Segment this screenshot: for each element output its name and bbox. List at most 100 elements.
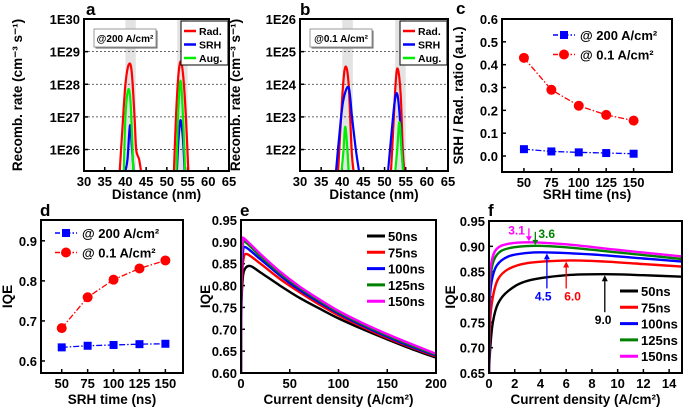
- y-tick-label: 0.8: [19, 274, 37, 289]
- x-tick-label: 4: [537, 376, 545, 391]
- data-point-circle: [546, 84, 557, 95]
- legend-label: Aug.: [199, 53, 222, 65]
- series-line: [61, 259, 166, 329]
- x-tick-label: 50: [160, 174, 174, 189]
- plot-frame: [299, 18, 449, 172]
- y-axis-label: SRH / Rad. ratio (a.u.): [451, 26, 466, 164]
- plot-frame: [40, 219, 184, 374]
- series-line-aug: [122, 87, 135, 171]
- x-tick-label: 150: [623, 175, 645, 190]
- x-tick-label: 75: [544, 175, 558, 190]
- x-tick-label: 35: [97, 174, 111, 189]
- x-tick-label: 200: [425, 376, 447, 391]
- legend-label: 100ns: [641, 317, 678, 332]
- y-tick-label: 0.80: [460, 290, 485, 305]
- x-axis-label: Current density (A/cm²): [510, 392, 660, 407]
- y-tick-label: 0.95: [460, 214, 485, 229]
- arrow-head: [525, 236, 532, 242]
- x-axis-label: SRH time (ns): [68, 392, 157, 407]
- x-tick-label: 14: [662, 376, 677, 391]
- series-line-srh: [334, 85, 361, 171]
- y-tick-label: 0.75: [460, 315, 485, 330]
- x-tick-label: 45: [356, 174, 370, 189]
- y-tick-label: 0.4: [480, 58, 499, 73]
- x-axis-label: Distance (nm): [329, 187, 418, 202]
- legend-label: 75ns: [388, 245, 418, 260]
- y-tick-label: 0.90: [460, 239, 485, 254]
- legend-label: @ 0.1 A/cm²: [82, 246, 156, 261]
- legend-label: SRH: [418, 40, 440, 52]
- y-tick-label: 0.95: [212, 213, 237, 228]
- annotation-label: 6.0: [564, 290, 581, 304]
- data-point-circle: [601, 109, 612, 120]
- y-tick-label: 0.2: [480, 103, 498, 118]
- x-tick-label: 75: [80, 376, 94, 391]
- x-tick-label: 65: [441, 174, 455, 189]
- x-tick-label: 55: [180, 174, 194, 189]
- y-tick-label: 0.70: [460, 341, 485, 356]
- legend: @ 200 A/cm² @ 0.1 A/cm²: [553, 28, 658, 63]
- annotation-label: 4.5: [535, 289, 552, 303]
- data-point-square: [135, 340, 144, 349]
- panel-letter: b: [300, 0, 310, 19]
- legend-label: 100ns: [388, 262, 425, 277]
- data-point-square: [574, 148, 583, 157]
- y-tick-label: 0.6: [19, 354, 37, 369]
- plot-frame: [240, 219, 437, 374]
- y-tick-label: 0.60: [212, 366, 237, 381]
- legend-marker-square: [560, 31, 568, 39]
- arrow-head: [532, 239, 539, 245]
- x-tick-label: 45: [139, 174, 153, 189]
- data-point-circle: [108, 274, 119, 285]
- legend-label: SRH: [199, 40, 221, 52]
- legend-label: Aug.: [418, 53, 441, 65]
- legend-label: @ 200 A/cm²: [580, 28, 658, 43]
- y-tick-label: 0.85: [212, 257, 237, 272]
- y-axis-label: Recomb. rate (cm⁻³ s⁻¹): [10, 19, 25, 171]
- y-tick-label: 0.90: [212, 235, 237, 250]
- annotation-label: 3.1: [508, 223, 525, 237]
- series-line-50ns: [489, 272, 682, 373]
- y-tick-label: 0.9: [19, 234, 37, 249]
- y-tick-label: 0.70: [212, 322, 237, 337]
- x-tick-label: 12: [636, 376, 650, 391]
- data-point-square: [602, 149, 611, 158]
- x-tick-label: 8: [588, 376, 595, 391]
- data-point-circle: [573, 100, 584, 111]
- y-tick-label: 0.65: [460, 366, 485, 381]
- y-tick-label: 1E30: [50, 12, 80, 27]
- x-tick-label: 150: [155, 376, 177, 391]
- data-point-circle: [56, 323, 67, 334]
- series-line-75ns: [489, 259, 682, 373]
- panel-letter: d: [40, 201, 50, 220]
- panel-letter: e: [240, 201, 249, 220]
- x-tick-label: 50: [517, 175, 531, 190]
- y-tick-label: 0.0: [480, 149, 498, 164]
- y-tick-label: 1E29: [50, 45, 80, 60]
- legend-marker-square: [62, 229, 70, 237]
- y-axis-label: IQE: [443, 285, 458, 308]
- panel-f: 0 2 4 6 8 10 12 14 0.65 0.70 0.75 0.80 0.85 0.90 0.95f…: [443, 201, 683, 407]
- y-tick-label: 1E27: [50, 110, 80, 125]
- plot-area: [118, 60, 190, 171]
- plot-frame: [501, 18, 673, 173]
- x-tick-label: 0: [237, 376, 244, 391]
- series-line-aug: [175, 79, 187, 171]
- legend-label: 125ns: [641, 333, 678, 348]
- data-point-square: [547, 147, 556, 156]
- y-tick-label: 0.5: [480, 35, 498, 50]
- peak-annotation: 6.0: [563, 261, 581, 304]
- x-tick-label: 6: [563, 376, 570, 391]
- x-tick-label: 50: [283, 376, 297, 391]
- legend-label: 50ns: [388, 229, 418, 244]
- y-tick-label: 0.80: [212, 279, 237, 294]
- annotation-label: 3.6: [538, 227, 555, 241]
- data-point-circle: [160, 255, 171, 266]
- series-line: [523, 57, 634, 122]
- x-tick-label: 30: [77, 174, 91, 189]
- panel-letter: f: [488, 201, 494, 220]
- legend-marker-circle: [61, 247, 71, 258]
- y-tick-label: 1E24: [266, 77, 297, 92]
- x-tick-label: 0: [485, 376, 492, 391]
